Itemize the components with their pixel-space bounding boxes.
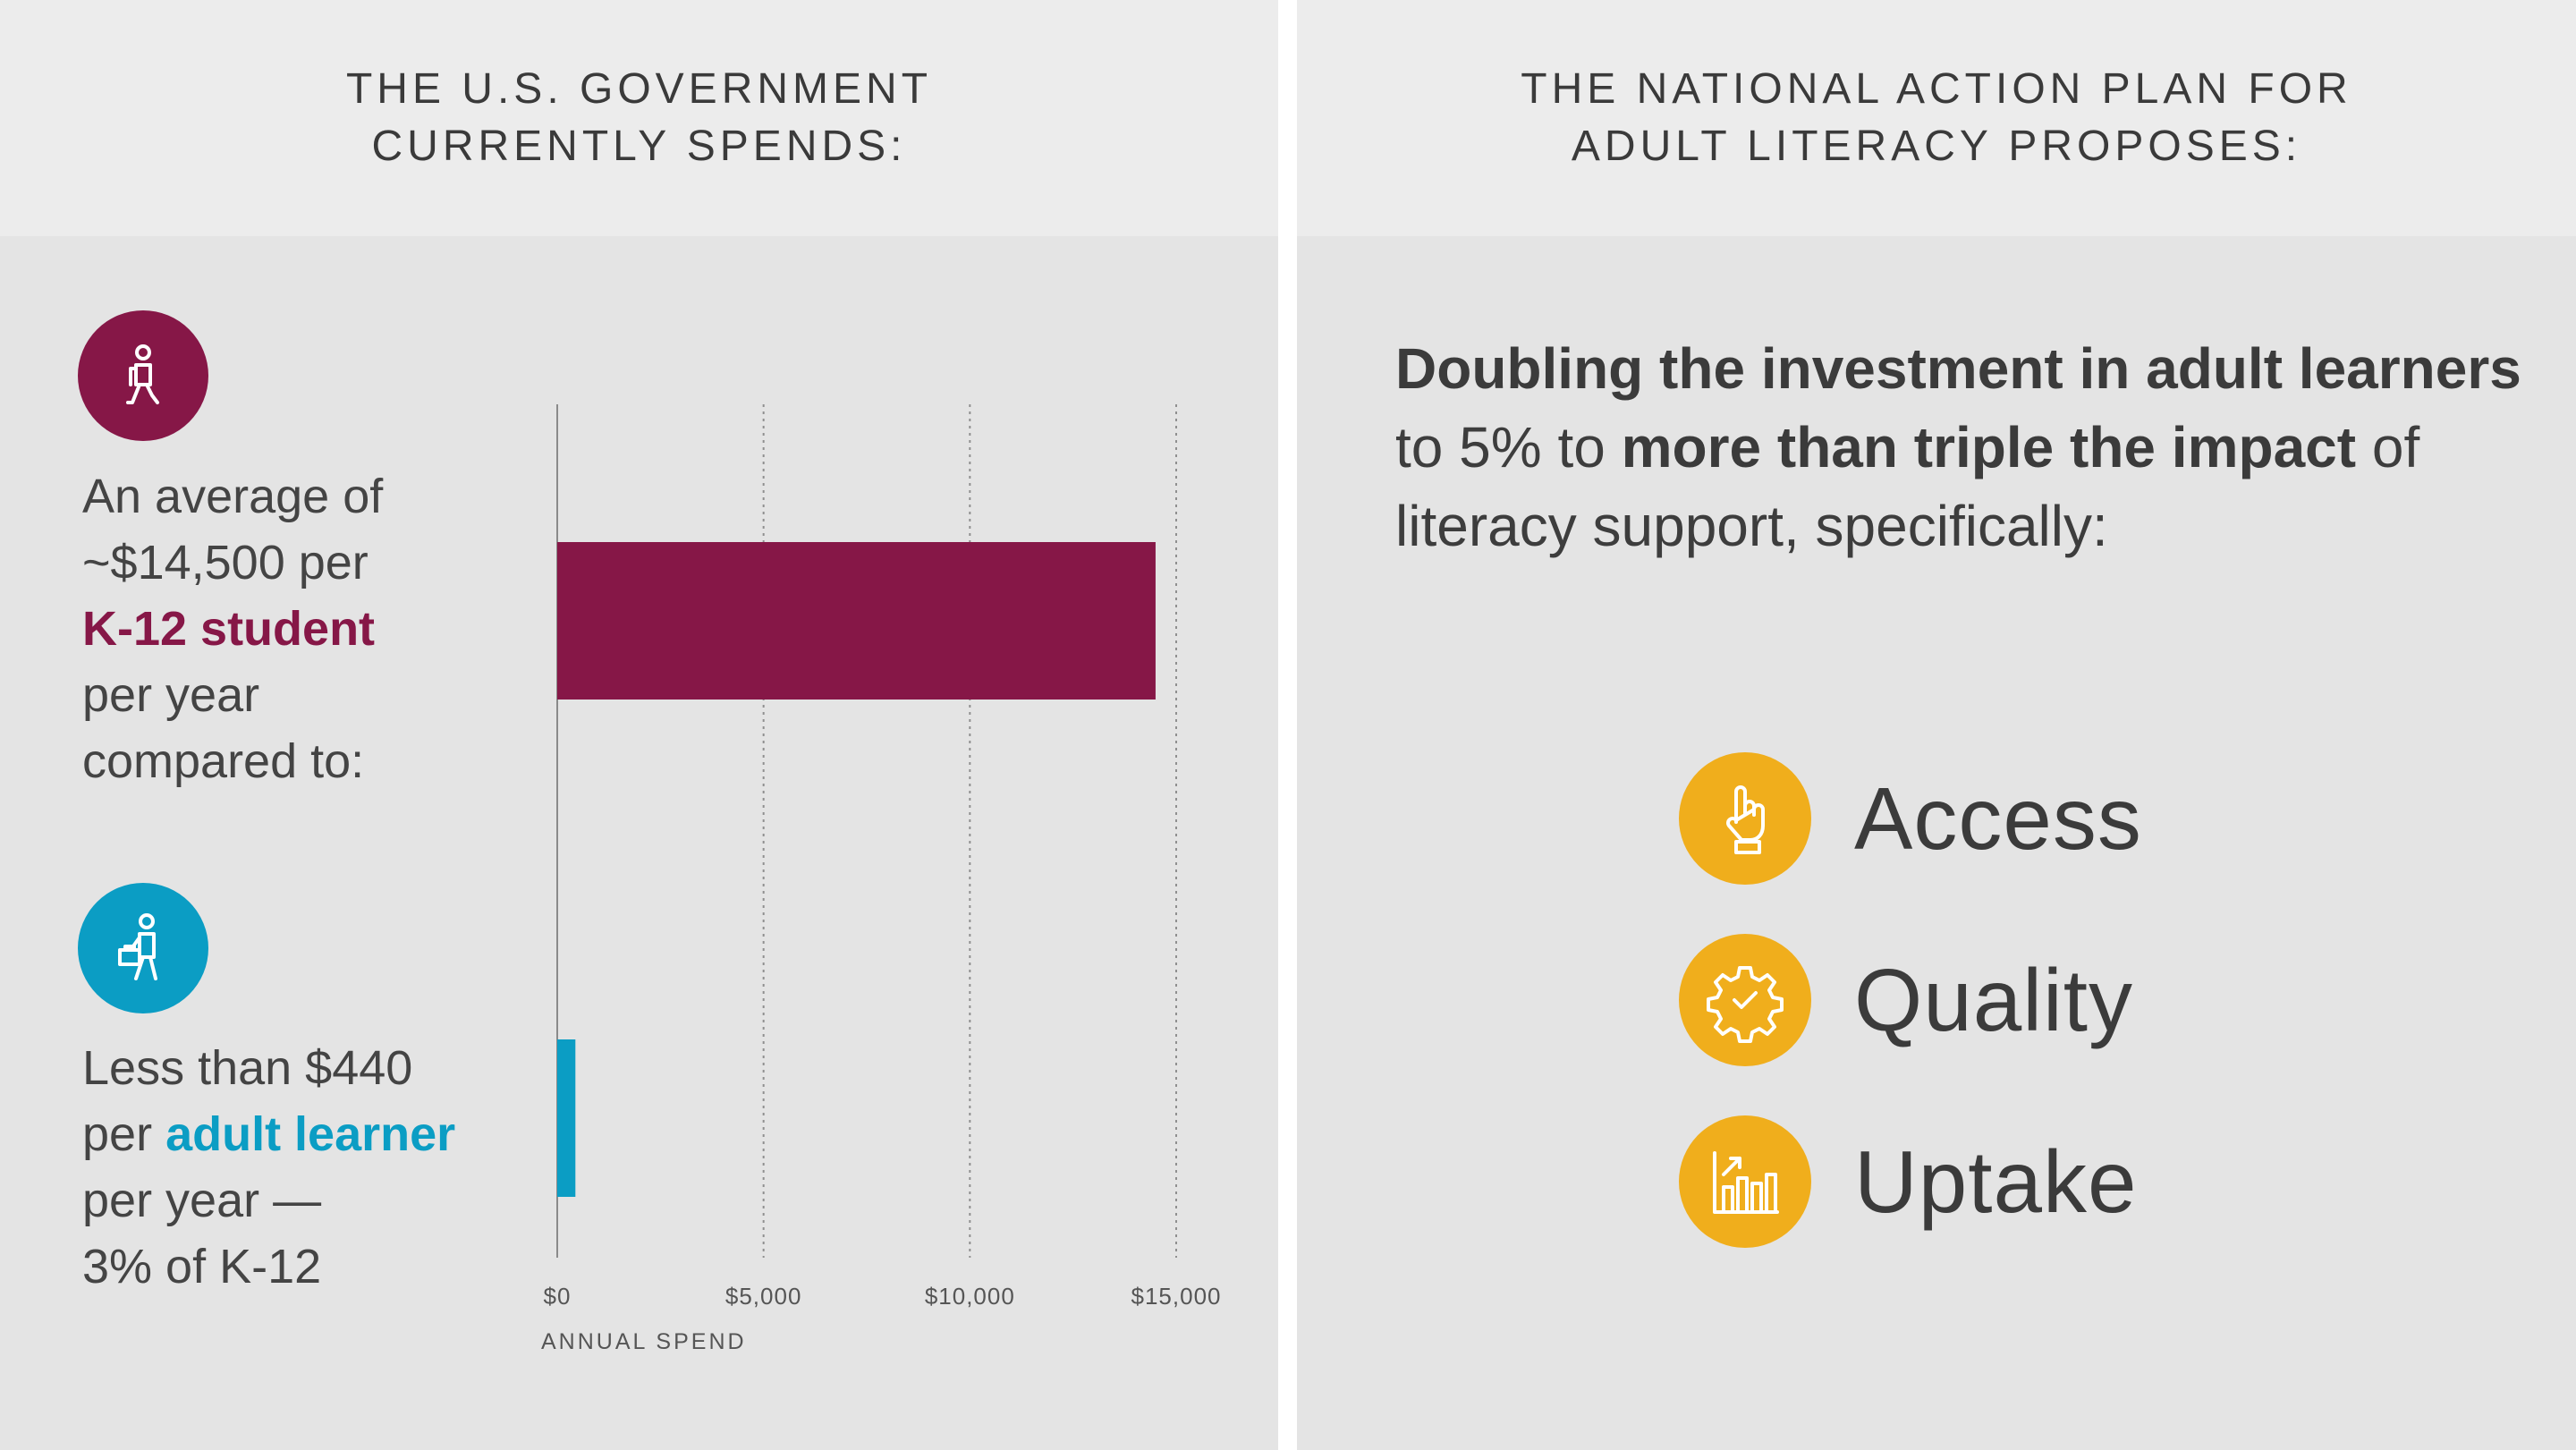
k12-line1: An average of bbox=[82, 470, 384, 523]
x-tick-label: $15,000 bbox=[1131, 1283, 1222, 1310]
bar-k12-student bbox=[557, 542, 1156, 700]
x-axis-label: ANNUAL SPEND bbox=[541, 1329, 747, 1354]
right-header-line1: THE NATIONAL ACTION PLAN FOR bbox=[1521, 65, 2352, 113]
left-header-line2: CURRENTLY SPENDS: bbox=[371, 123, 907, 170]
student-walking-icon bbox=[78, 310, 208, 441]
item-quality-label: Quality bbox=[1854, 950, 2134, 1049]
left-header-line1: THE U.S. GOVERNMENT bbox=[345, 65, 933, 113]
right-panel: THE NATIONAL ACTION PLAN FOR ADULT LITER… bbox=[1297, 0, 2576, 1450]
proposal-text: Doubling the investment in adult learner… bbox=[1395, 329, 2522, 565]
item-uptake-label: Uptake bbox=[1854, 1132, 2138, 1231]
annual-spend-bar-chart: $0 $5,000 $10,000 $15,000 ANNUAL SPEND bbox=[541, 404, 1222, 1354]
adult-line3: per year — bbox=[82, 1174, 322, 1227]
adult-learner-briefcase-icon bbox=[78, 883, 208, 1013]
k12-line5: compared to: bbox=[82, 734, 365, 788]
proposal-bold-1: Doubling the investment in adult learner… bbox=[1395, 336, 2521, 401]
x-tick-label: $10,000 bbox=[925, 1283, 1015, 1310]
right-header: THE NATIONAL ACTION PLAN FOR ADULT LITER… bbox=[1297, 0, 2576, 236]
proposal-text-2: of literacy support, specifically: bbox=[1395, 415, 2420, 558]
k12-highlight: K-12 student bbox=[82, 602, 376, 656]
pointing-hand-icon bbox=[1679, 752, 1811, 885]
x-tick-label: $0 bbox=[544, 1283, 572, 1310]
left-panel: THE U.S. GOVERNMENT CURRENTLY SPENDS: An… bbox=[0, 0, 1278, 1450]
item-access-label: Access bbox=[1854, 768, 2142, 868]
adult-highlight: adult learner bbox=[165, 1107, 456, 1161]
x-tick-label: $5,000 bbox=[725, 1283, 802, 1310]
k12-line4: per year bbox=[82, 668, 260, 722]
adult-line1: Less than $440 bbox=[82, 1041, 413, 1095]
item-uptake: Uptake bbox=[1679, 1115, 2138, 1249]
bar-chart-growth-icon bbox=[1679, 1115, 1811, 1248]
adult-line2: per adult learner bbox=[82, 1101, 455, 1167]
adult-line2-prefix: per bbox=[82, 1107, 166, 1161]
gear-check-icon bbox=[1679, 934, 1811, 1066]
item-access: Access bbox=[1679, 751, 2142, 886]
bar-adult-learner bbox=[557, 1039, 576, 1197]
adult-stat-text: Less than $440 per adult learner per yea… bbox=[82, 1035, 455, 1300]
left-header: THE U.S. GOVERNMENT CURRENTLY SPENDS: bbox=[0, 0, 1278, 236]
proposal-text-1: to 5% to bbox=[1395, 415, 1622, 479]
proposal-bold-2: more than triple the impact bbox=[1621, 415, 2357, 479]
k12-line2: ~$14,500 per bbox=[82, 536, 369, 589]
item-quality: Quality bbox=[1679, 933, 2133, 1067]
adult-line4: 3% of K-12 bbox=[82, 1240, 322, 1293]
right-header-line2: ADULT LITERACY PROPOSES: bbox=[1571, 123, 2302, 170]
k12-stat-text: An average of ~$14,500 per K-12 student … bbox=[82, 463, 383, 794]
